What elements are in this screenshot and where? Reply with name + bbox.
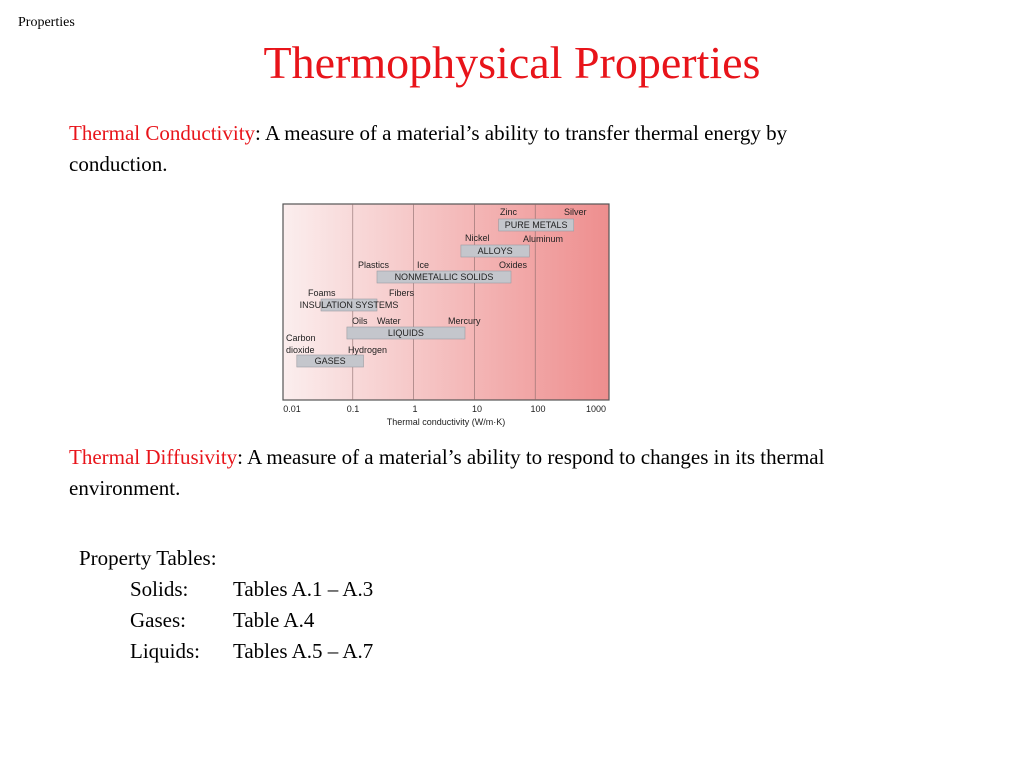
range-bar-label-0: PURE METALS (505, 220, 568, 230)
range-bar-1 (460, 244, 530, 258)
label-foams: Foams (308, 288, 336, 298)
label-ice: Ice (417, 260, 429, 270)
slide-title: Thermophysical Properties (263, 37, 761, 88)
label-nickel: Nickel (465, 233, 490, 243)
range-bar-label-1: ALLOYS (478, 246, 513, 256)
label-dioxide: dioxide (286, 345, 315, 355)
range-bar-4 (346, 326, 466, 340)
conductivity-definition: : A measure of a material’s ability to t… (69, 121, 788, 176)
material-labels: Zinc Silver Nickel Aluminum Plastics Ice… (286, 207, 587, 355)
conductivity-range-figure: PURE METALS ALLOYS NONMETALLIC SOLIDS INSUL… (276, 200, 616, 430)
label-carbon: Carbon (286, 333, 316, 343)
label-aluminum: Aluminum (523, 234, 563, 244)
label-fibers: Fibers (389, 288, 415, 298)
range-bar-3 (320, 298, 378, 312)
diffusivity-term: Thermal Diffusivity (69, 445, 238, 469)
diffusivity-definition: : A measure of a material’s ability to r… (69, 445, 825, 500)
label-oxides: Oxides (499, 260, 528, 270)
label-water: Water (377, 316, 401, 326)
conductivity-figure-svg: PURE METALS ALLOYS NONMETALLIC SOLIDS INSUL… (282, 203, 610, 427)
tick-1: 1 (412, 404, 417, 414)
label-mercury: Mercury (448, 316, 481, 326)
conductivity-term: Thermal Conductivity (69, 121, 256, 145)
label-hydrogen: Hydrogen (348, 345, 387, 355)
range-bar-label-2: NONMETALLIC SOLIDS (395, 272, 494, 282)
tick-1000: 1000 (586, 404, 606, 414)
range-bar-label-4: LIQUIDS (388, 328, 424, 338)
property-tables-heading: Property Tables: (79, 546, 217, 570)
solids-key: Solids: (130, 577, 189, 601)
gridlines (352, 204, 536, 400)
tick-0.01: 0.01 (283, 404, 301, 414)
conductivity-paragraph: Thermal Conductivity: A measure of a mat… (69, 118, 869, 180)
bars: PURE METALS ALLOYS NONMETALLIC SOLIDS INSUL… (296, 218, 575, 368)
solids-value: Tables A.1 – A.3 (233, 577, 374, 601)
range-bar-label-5: GASES (315, 356, 346, 366)
range-bar-0 (498, 218, 575, 232)
x-axis-label: Thermal conductivity (W/m·K) (387, 417, 506, 427)
table-row-liquids: Liquids: Tables A.5 – A.7 (79, 636, 373, 667)
gases-key: Gases: (130, 608, 186, 632)
range-bar-2 (376, 270, 512, 284)
label-plastics: Plastics (358, 260, 390, 270)
property-tables: Property Tables: Solids: Tables A.1 – A.… (79, 543, 373, 667)
range-bar-label-3: INSULATION SYSTEMS (300, 300, 399, 310)
gases-value: Table A.4 (233, 608, 315, 632)
range-bar-5 (296, 354, 364, 368)
table-row-solids: Solids: Tables A.1 – A.3 (79, 574, 373, 605)
liquids-value: Tables A.5 – A.7 (233, 639, 374, 663)
tick-0.1: 0.1 (347, 404, 360, 414)
tick-10: 10 (472, 404, 482, 414)
diffusivity-paragraph: Thermal Diffusivity: A measure of a mate… (69, 442, 869, 504)
corner-label: Properties (18, 15, 75, 30)
x-axis-ticks: 0.01 0.1 1 10 100 1000 (283, 404, 606, 414)
tick-100: 100 (530, 404, 545, 414)
label-silver: Silver (564, 207, 587, 217)
liquids-key: Liquids: (130, 639, 201, 663)
table-row-gases: Gases: Table A.4 (79, 605, 314, 636)
label-oils: Oils (352, 316, 368, 326)
label-zinc: Zinc (500, 207, 518, 217)
